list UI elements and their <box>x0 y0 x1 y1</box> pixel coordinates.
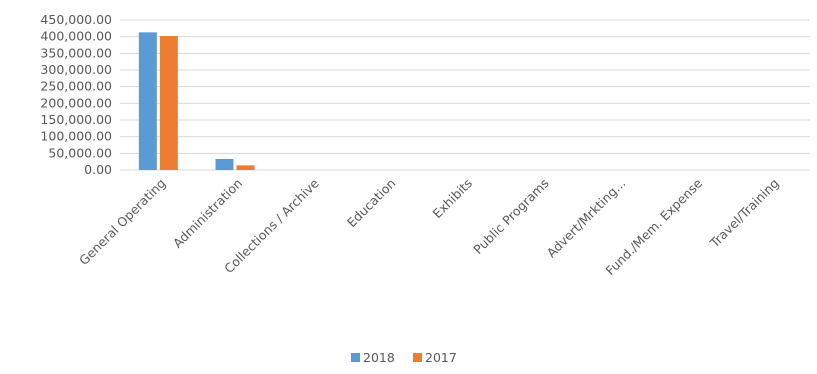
bars <box>138 32 255 171</box>
y-tick-label: 0.00 <box>84 162 112 177</box>
x-category-label: General Operating <box>76 176 168 268</box>
y-tick-label: 400,000.00 <box>40 29 112 44</box>
x-category-label: Public Programs <box>470 176 551 257</box>
legend-swatch-2017 <box>413 353 422 362</box>
x-axis-labels: General Operating AdministrationCollectio… <box>76 175 782 278</box>
y-tick-label: 450,000.00 <box>40 12 112 27</box>
x-category-label: Advert/Mrkting... <box>544 176 629 261</box>
y-tick-label: 150,000.00 <box>40 112 112 127</box>
y-tick-label: 50,000.00 <box>48 145 112 160</box>
y-tick-label: 100,000.00 <box>40 129 112 144</box>
legend-label-2018: 2018 <box>363 350 395 365</box>
bar-2017-0 <box>159 36 178 170</box>
x-category-label: Exhibits <box>430 176 476 222</box>
gridlines <box>120 19 810 171</box>
bar-2017-1 <box>236 165 255 170</box>
y-tick-label: 350,000.00 <box>40 45 112 60</box>
bar-2018-0 <box>138 32 157 171</box>
y-tick-label: 250,000.00 <box>40 79 112 94</box>
x-category-label: Travel/Training <box>706 176 781 251</box>
y-tick-label: 200,000.00 <box>40 95 112 110</box>
legend: 2018 2017 <box>351 350 457 365</box>
legend-label-2017: 2017 <box>425 350 457 365</box>
x-category-label: Education <box>344 176 399 231</box>
bar-2018-1 <box>215 159 234 170</box>
legend-swatch-2018 <box>351 353 360 362</box>
x-category-label: Administration <box>170 176 245 251</box>
y-tick-label: 300,000.00 <box>40 62 112 77</box>
